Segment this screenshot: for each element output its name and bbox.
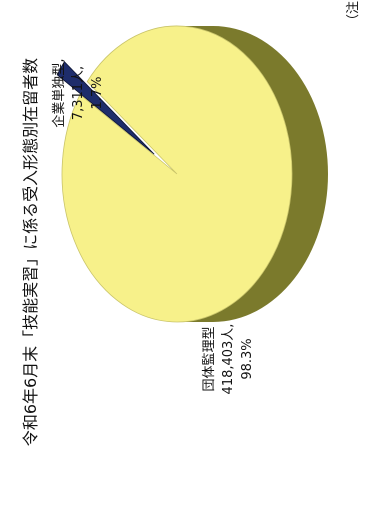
note-fragment: （注 xyxy=(346,1,361,27)
slice-label-small-percent: 1.7% xyxy=(90,76,105,109)
slice-label-small-name: 企業単独型, xyxy=(51,58,67,127)
slice-label-main-name: 団体監理型 xyxy=(201,326,217,391)
slice-label-small: 企業単独型, 7,311人, 1.7% xyxy=(51,58,105,127)
slice-label-main-percent: 98.3% xyxy=(240,338,255,379)
pie-slices xyxy=(56,25,293,323)
slice-label-main-count: 418,403人, xyxy=(221,324,236,395)
chart-title: 令和6年6月末「技能実習」に係る受入形態別在留者数 xyxy=(21,58,40,446)
pie-side-band xyxy=(177,26,328,322)
slice-label-small-count: 7,311人, xyxy=(71,66,86,120)
pie-slice-dantai-kanri xyxy=(61,25,293,323)
slice-label-main: 団体監理型 418,403人, 98.3% xyxy=(201,324,255,395)
pie-slice-kigyo-tandoku xyxy=(56,61,155,155)
